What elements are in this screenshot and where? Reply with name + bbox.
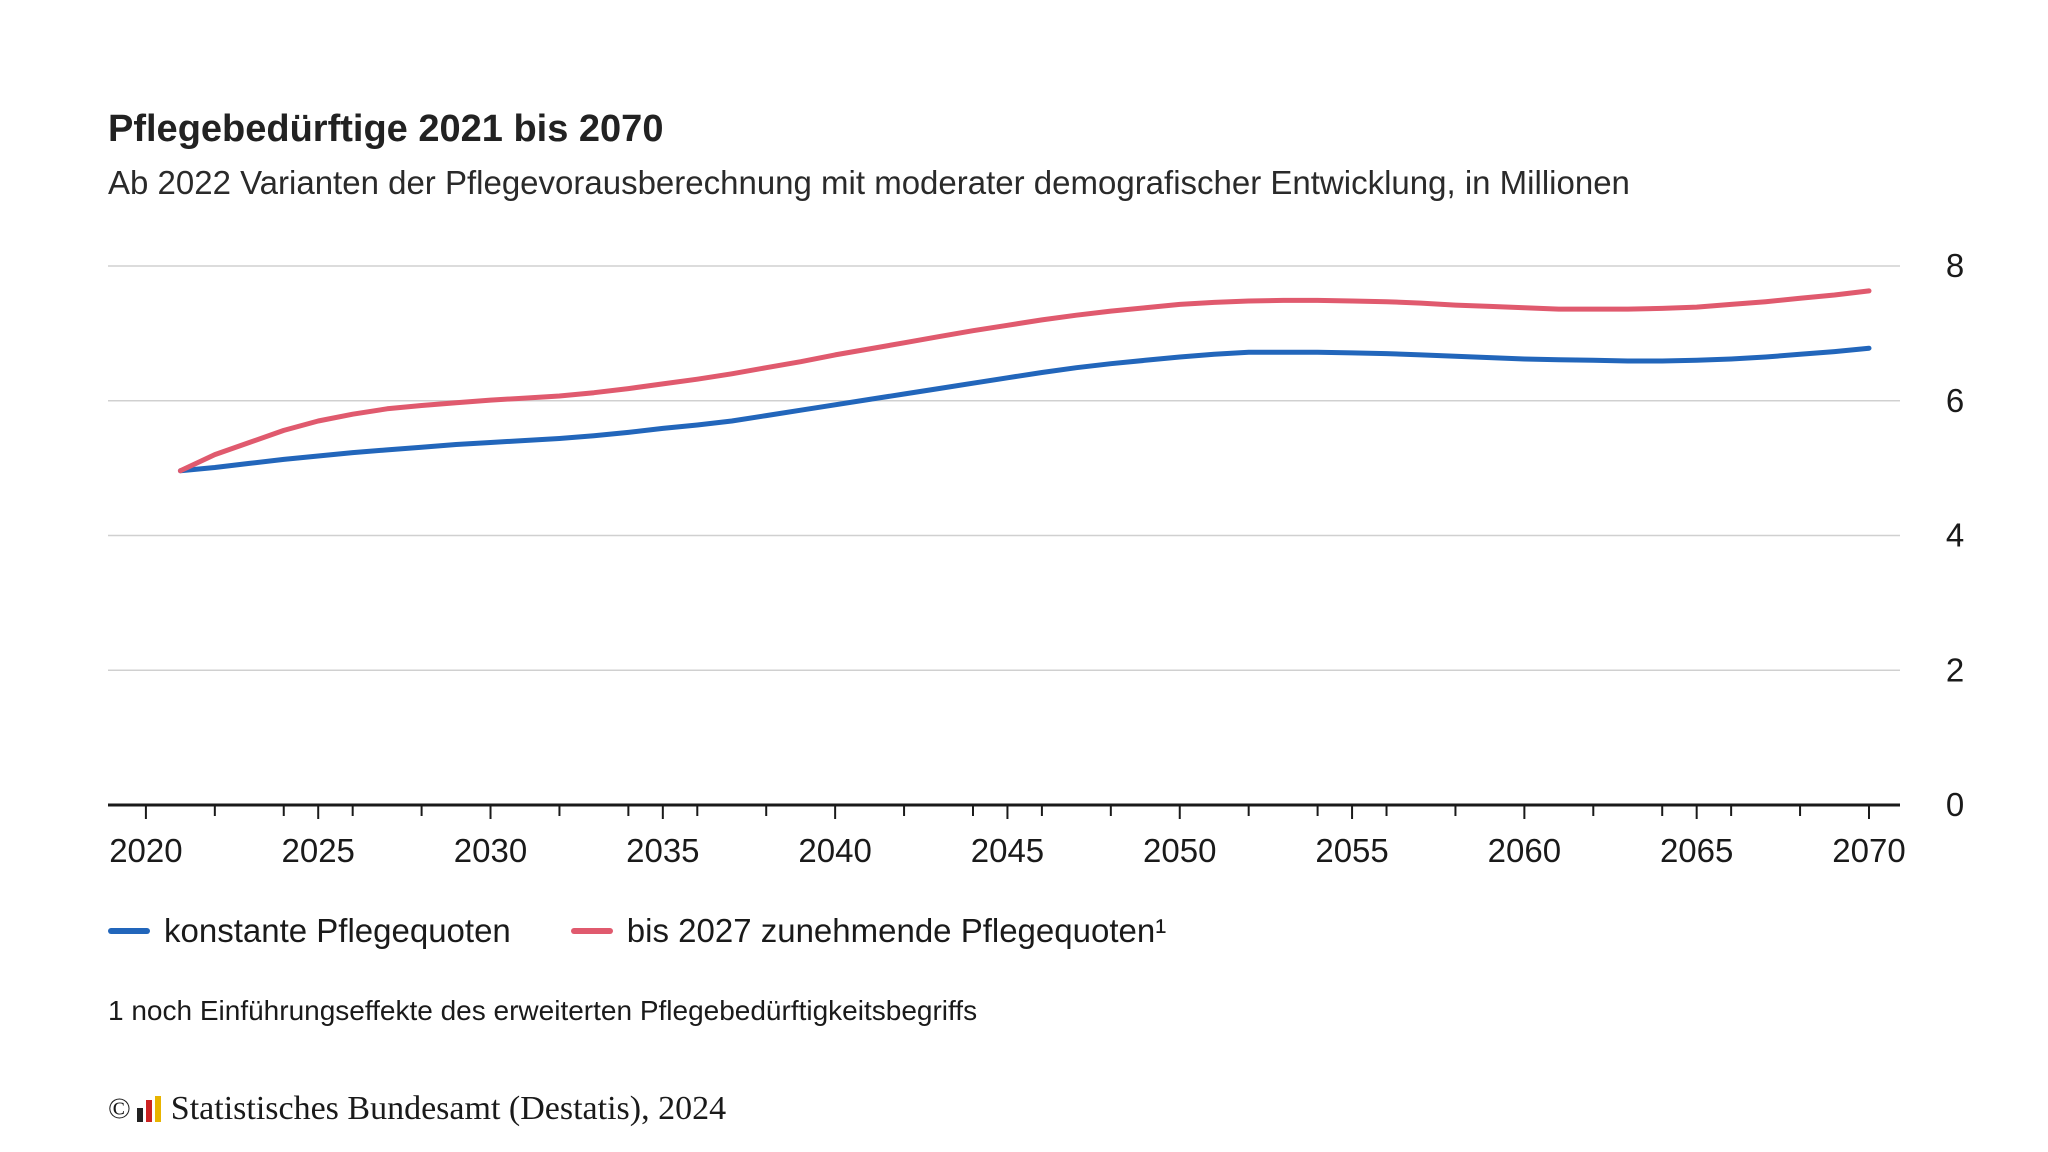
series-lines — [177, 288, 1872, 474]
series-line-konstante — [177, 345, 1872, 474]
legend-label: konstante Pflegequoten — [164, 912, 511, 949]
y-tick-label: 0 — [1946, 786, 1964, 823]
source-credit: © Statistisches Bundesamt (Destatis), 20… — [108, 1090, 726, 1128]
legend-swatch-red — [570, 928, 613, 934]
legend-item-konstante[interactable]: konstante Pflegequoten — [108, 912, 511, 950]
x-tick-label: 2060 — [1488, 832, 1561, 869]
footnote: 1 noch Einführungseffekte des erweiterte… — [108, 995, 978, 1026]
x-tick-label: 2065 — [1660, 832, 1733, 869]
x-tick-label: 2040 — [798, 832, 871, 869]
x-tick-label: 2030 — [454, 832, 527, 869]
chart-subtitle: Ab 2022 Varianten der Pflegevorausberech… — [108, 164, 1630, 201]
x-axis: 2020 2025 2030 2035 2040 2045 2050 2055 2060 2065… — [108, 803, 1906, 869]
y-tick-label: 4 — [1946, 517, 1964, 554]
grid-lines — [108, 265, 1900, 671]
y-tick-label: 8 — [1946, 247, 1964, 284]
x-tick-label: 2025 — [282, 832, 355, 869]
copyright-symbol: © — [108, 1092, 131, 1125]
x-tick-label: 2020 — [109, 832, 182, 869]
legend-label: bis 2027 zunehmende Pflegequoten¹ — [626, 912, 1167, 949]
x-tick-label: 2050 — [1143, 832, 1216, 869]
legend-swatch-blue — [108, 928, 150, 934]
y-axis: 0 2 4 6 8 — [1946, 247, 1964, 823]
y-tick-label: 6 — [1946, 382, 1964, 419]
y-tick-label: 2 — [1946, 651, 1964, 688]
source-text: Statistisches Bundesamt (Destatis), 2024 — [170, 1090, 727, 1127]
x-tick-label: 2045 — [971, 832, 1044, 869]
chart-title: Pflegebedürftige 2021 bis 2070 — [108, 108, 664, 150]
x-tick-label: 2035 — [626, 832, 699, 869]
series-line-zunehmende — [177, 288, 1872, 474]
x-tick-label: 2055 — [1315, 832, 1388, 869]
destatis-logo-icon — [136, 1096, 161, 1122]
line-chart: 2020 2025 2030 2035 2040 2045 2050 2055 2060 2065… — [108, 247, 1964, 869]
legend: konstante Pflegequoten bis 2027 zunehmen… — [108, 912, 1226, 950]
x-tick-label: 2070 — [1832, 832, 1905, 869]
legend-item-zunehmende[interactable]: bis 2027 zunehmende Pflegequoten¹ — [570, 912, 1167, 950]
